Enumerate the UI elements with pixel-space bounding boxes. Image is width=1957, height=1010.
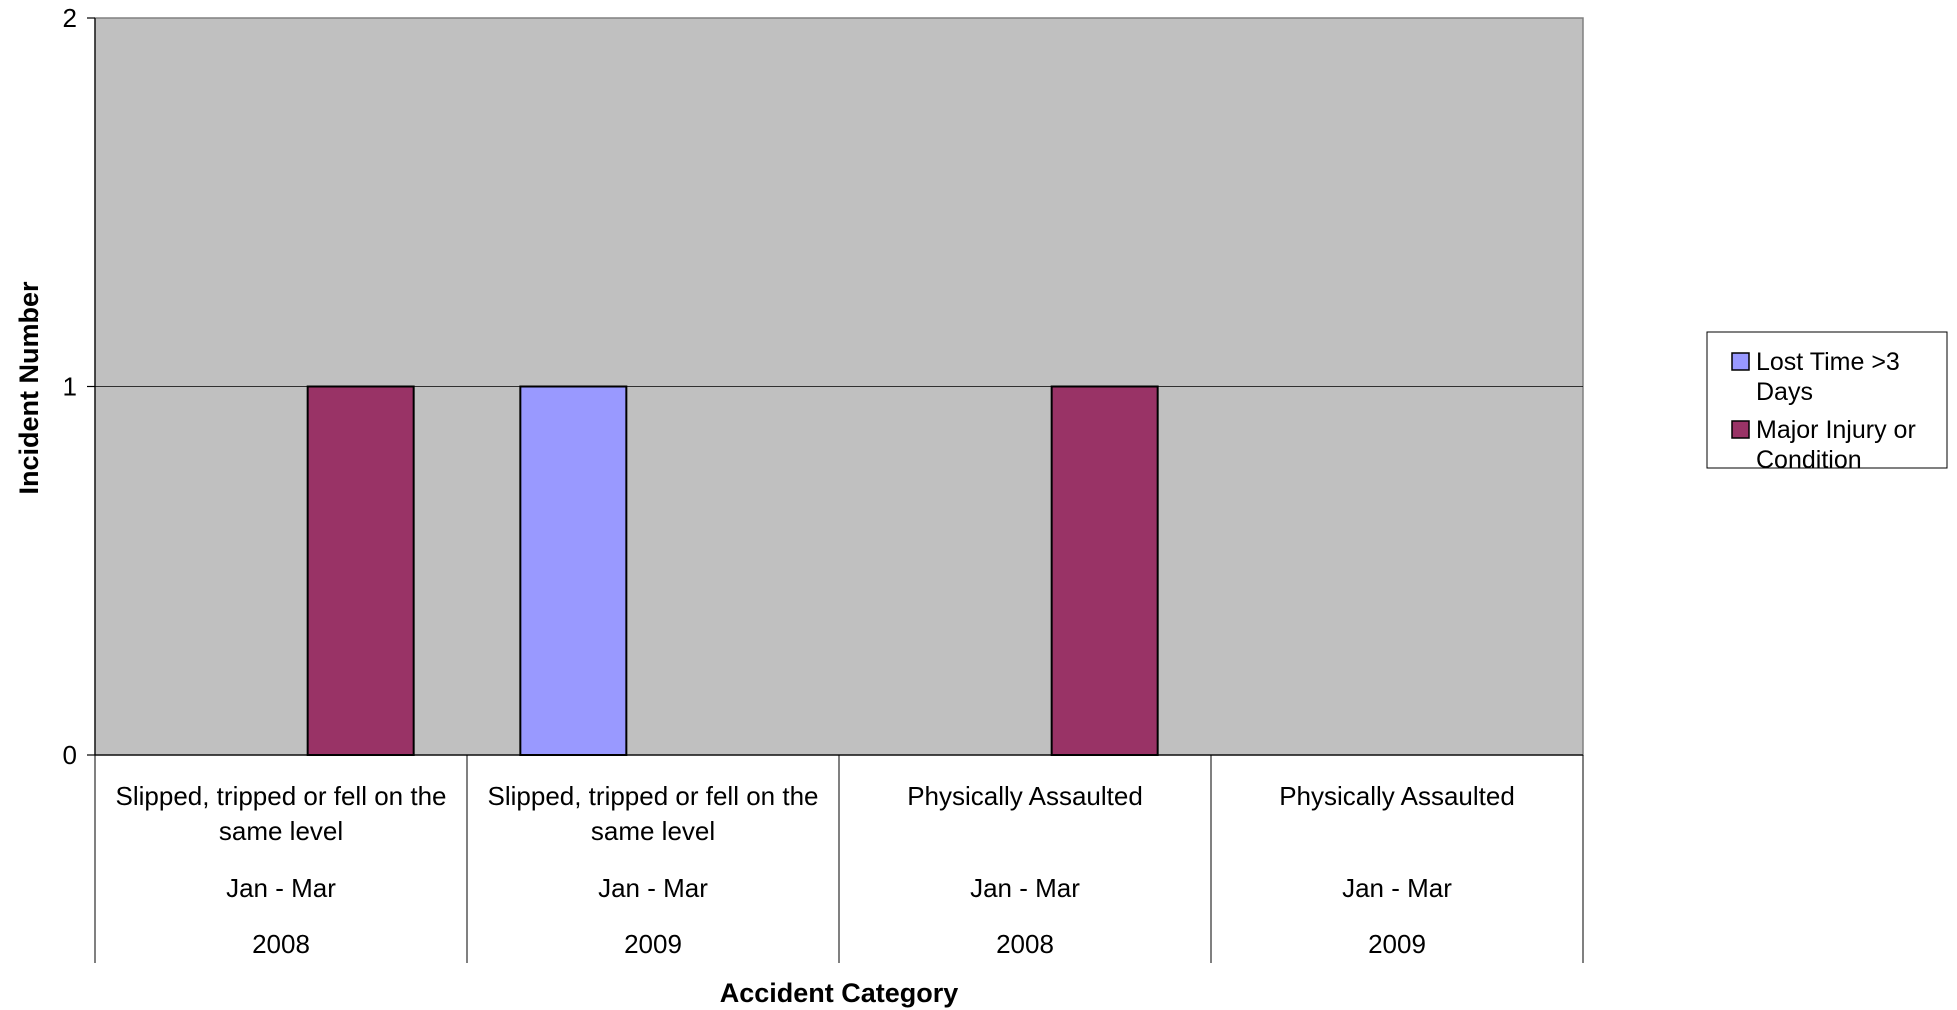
year-label: 2009	[624, 929, 682, 959]
bar-lost-time	[519, 385, 628, 756]
year-label: 2008	[252, 929, 310, 959]
period-label: Jan - Mar	[598, 873, 708, 903]
bars	[306, 385, 1159, 756]
category-labels: Slipped, tripped or fell on the same leve…	[116, 781, 1515, 959]
bar-major-injury	[1050, 385, 1159, 756]
category-label: same level	[219, 816, 343, 846]
bar-major-injury	[306, 385, 415, 756]
category-label: Physically Assaulted	[1279, 781, 1515, 811]
legend-label: Days	[1756, 378, 1813, 406]
period-label: Jan - Mar	[1342, 873, 1452, 903]
legend-label: Major Injury or	[1756, 416, 1916, 444]
category-label: Slipped, tripped or fell on the	[488, 781, 819, 811]
category-label: Slipped, tripped or fell on the	[116, 781, 447, 811]
y-tick-label: 2	[63, 3, 77, 33]
legend-label: Condition	[1756, 446, 1862, 474]
category-label: Physically Assaulted	[907, 781, 1143, 811]
category-label: same level	[591, 816, 715, 846]
legend-swatch	[1731, 352, 1750, 371]
period-label: Jan - Mar	[226, 873, 336, 903]
legend-swatch	[1731, 420, 1750, 439]
x-axis-title: Accident Category	[720, 978, 959, 1008]
year-label: 2009	[1368, 929, 1426, 959]
y-axis-title: Incident Number	[14, 281, 44, 495]
legend-label: Lost Time >3	[1756, 348, 1900, 376]
period-label: Jan - Mar	[970, 873, 1080, 903]
year-label: 2008	[996, 929, 1054, 959]
y-tick-label: 1	[63, 372, 77, 402]
y-tick-label: 0	[63, 740, 77, 770]
